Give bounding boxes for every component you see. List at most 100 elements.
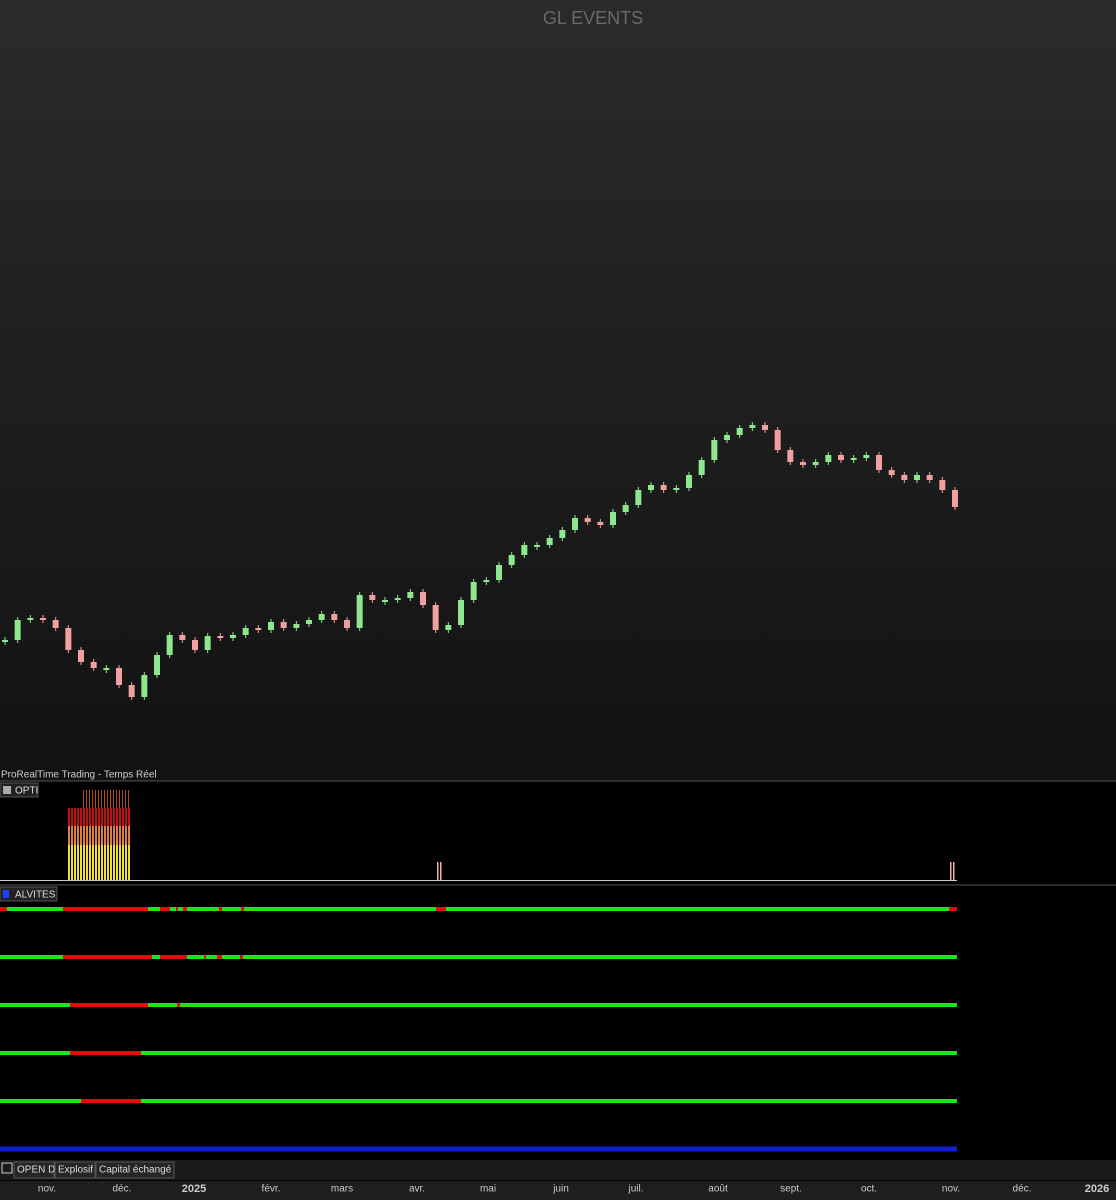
candle [293,624,300,628]
opti-bar [128,790,129,808]
candle [445,625,452,630]
opti-bar [83,826,85,845]
opti-bar [77,826,79,845]
opti-bar [101,845,103,880]
candle [268,622,274,630]
opti-bar [107,826,109,845]
x-tick-label: déc. [113,1184,132,1195]
candle [774,430,781,450]
opti-panel [0,782,1116,884]
candle [863,455,870,458]
opti-bar [122,808,124,826]
opti-bar [104,845,106,880]
candle [470,582,477,600]
x-tick-label: juil. [627,1184,643,1195]
opti-bar [68,845,70,880]
opti-bar [125,826,127,845]
opti-bar [92,845,94,880]
candle [204,636,211,650]
candle [40,618,46,620]
candles [2,422,958,700]
opti-bar [116,808,118,826]
candle [166,635,173,655]
candle [483,580,490,582]
opti-bar [110,845,112,880]
candle [584,518,591,522]
tabs: OPEN D Explosif Capital échangé [1,1161,175,1179]
candle [546,538,553,545]
opti-bar [98,790,99,808]
candle [331,614,338,620]
tab[interactable] [95,1161,175,1179]
opti-bar [89,808,91,826]
x-tick-label: mars [331,1184,353,1195]
candle [78,650,84,662]
candle [736,428,743,435]
opti-bar [71,808,73,826]
candle [496,565,502,580]
candle [90,662,97,668]
opti-bar [122,790,123,808]
time-axis [0,1181,1116,1200]
candle [711,440,718,460]
candle [230,635,236,638]
tab-label: Capital échangé [99,1165,172,1176]
candle [420,592,426,605]
candle [610,512,616,525]
candle [458,600,464,625]
opti-bar [125,845,127,880]
candle [242,628,249,635]
opti-bar [71,845,73,880]
candle [27,618,34,620]
x-tick-label: avr. [409,1184,425,1195]
opti-bar [113,808,115,826]
tab[interactable] [13,1161,55,1179]
candle [407,592,414,598]
opti-bar [89,790,90,808]
candle [2,640,8,642]
opti-bar [110,826,112,845]
opti-bar [128,845,130,880]
x-tick-label: oct. [861,1184,877,1195]
opti-bar [86,790,87,808]
opti-bar [74,808,76,826]
opti-bar [437,862,439,880]
opti-bar [104,826,106,845]
x-tick-label: déc. [1013,1184,1032,1195]
x-tick-label: nov. [38,1184,56,1195]
candle [559,530,566,538]
candle [686,475,692,488]
candle [926,475,933,480]
opti-bar [101,790,102,808]
opti-bar [125,808,127,826]
opti-bar [71,826,73,845]
opti-bar [86,826,88,845]
opti-bar [80,845,82,880]
chart-title: GL EVENTS [543,8,643,28]
candle [812,462,819,465]
x-tick-label: févr. [262,1184,281,1195]
candle [838,455,844,460]
x-tick-label: 2026 [1085,1183,1109,1195]
opti-bar [128,808,130,826]
opti-bar [95,845,97,880]
opti-bar [77,808,79,826]
panel-tab[interactable] [0,886,58,902]
panel-icon [3,890,9,898]
candle [14,620,21,640]
opti-bar [122,845,124,880]
opti-bar [74,826,76,845]
candle [939,480,946,490]
candle [432,605,439,630]
opti-bar [104,808,106,826]
candle [534,545,540,547]
tab[interactable] [54,1161,96,1179]
opti-bar [95,826,97,845]
candle [217,636,224,638]
opti-bar [107,808,109,826]
candle [382,600,388,602]
alvites-lines [0,907,957,1152]
candle [800,462,806,465]
candle [673,488,680,490]
